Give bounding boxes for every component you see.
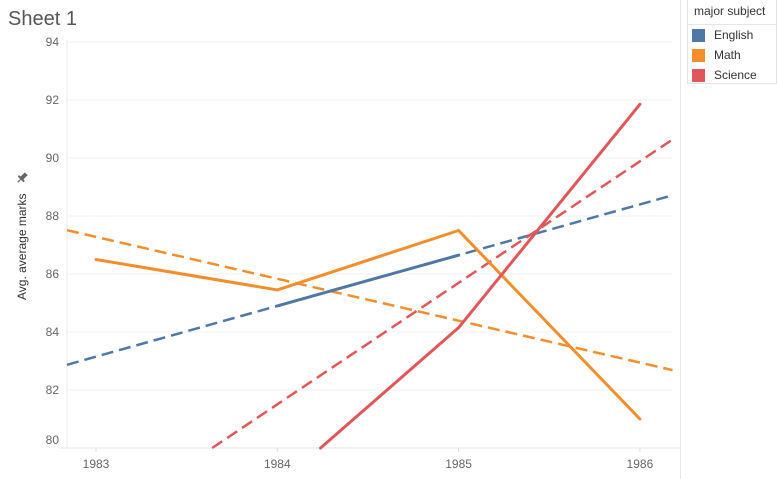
legend-label: English bbox=[714, 28, 754, 42]
x-tick-label: 1985 bbox=[445, 457, 472, 471]
legend-item-math[interactable]: Math bbox=[688, 45, 776, 65]
english-series-segment[interactable] bbox=[275, 253, 461, 308]
science-series-segment[interactable] bbox=[319, 326, 461, 450]
y-tick-label: 84 bbox=[46, 325, 60, 339]
panel-divider bbox=[680, 0, 681, 479]
y-axis-label: Avg. average marks bbox=[15, 194, 29, 301]
y-tick-label: 86 bbox=[46, 267, 60, 281]
sheet-title: Sheet 1 bbox=[8, 8, 77, 30]
science-series-segment[interactable] bbox=[457, 102, 642, 330]
english-swatch bbox=[692, 28, 705, 42]
x-tick-label: 1983 bbox=[83, 457, 110, 471]
science-trend-line[interactable] bbox=[211, 138, 674, 450]
legend: major subject English Math Science bbox=[687, 0, 777, 84]
line-chart: 80 82 84 86 88 90 92 94 1983 1984 1985 1986 Avg. av… bbox=[15, 35, 680, 471]
legend-item-english[interactable]: English bbox=[688, 25, 776, 45]
legend-label: Math bbox=[714, 48, 741, 62]
y-tick-label: 88 bbox=[46, 209, 60, 223]
y-tick-label: 94 bbox=[46, 35, 60, 49]
math-series-segment[interactable] bbox=[275, 229, 461, 292]
science-swatch bbox=[692, 68, 705, 82]
x-tick-label: 1984 bbox=[264, 457, 291, 471]
y-tick-label: 80 bbox=[46, 433, 60, 447]
y-tick-label: 92 bbox=[46, 93, 60, 107]
y-tick-label: 90 bbox=[46, 151, 60, 165]
x-tick-label: 1986 bbox=[627, 457, 654, 471]
math-series-segment[interactable] bbox=[457, 229, 642, 421]
legend-title: major subject bbox=[688, 0, 776, 25]
math-swatch bbox=[692, 48, 705, 62]
math-trend-line[interactable] bbox=[66, 228, 673, 372]
y-tick-label: 82 bbox=[46, 383, 60, 397]
math-series-segment[interactable] bbox=[94, 258, 279, 292]
legend-label: Science bbox=[714, 68, 757, 82]
pin-icon[interactable] bbox=[15, 171, 29, 185]
legend-item-science[interactable]: Science bbox=[688, 65, 776, 85]
